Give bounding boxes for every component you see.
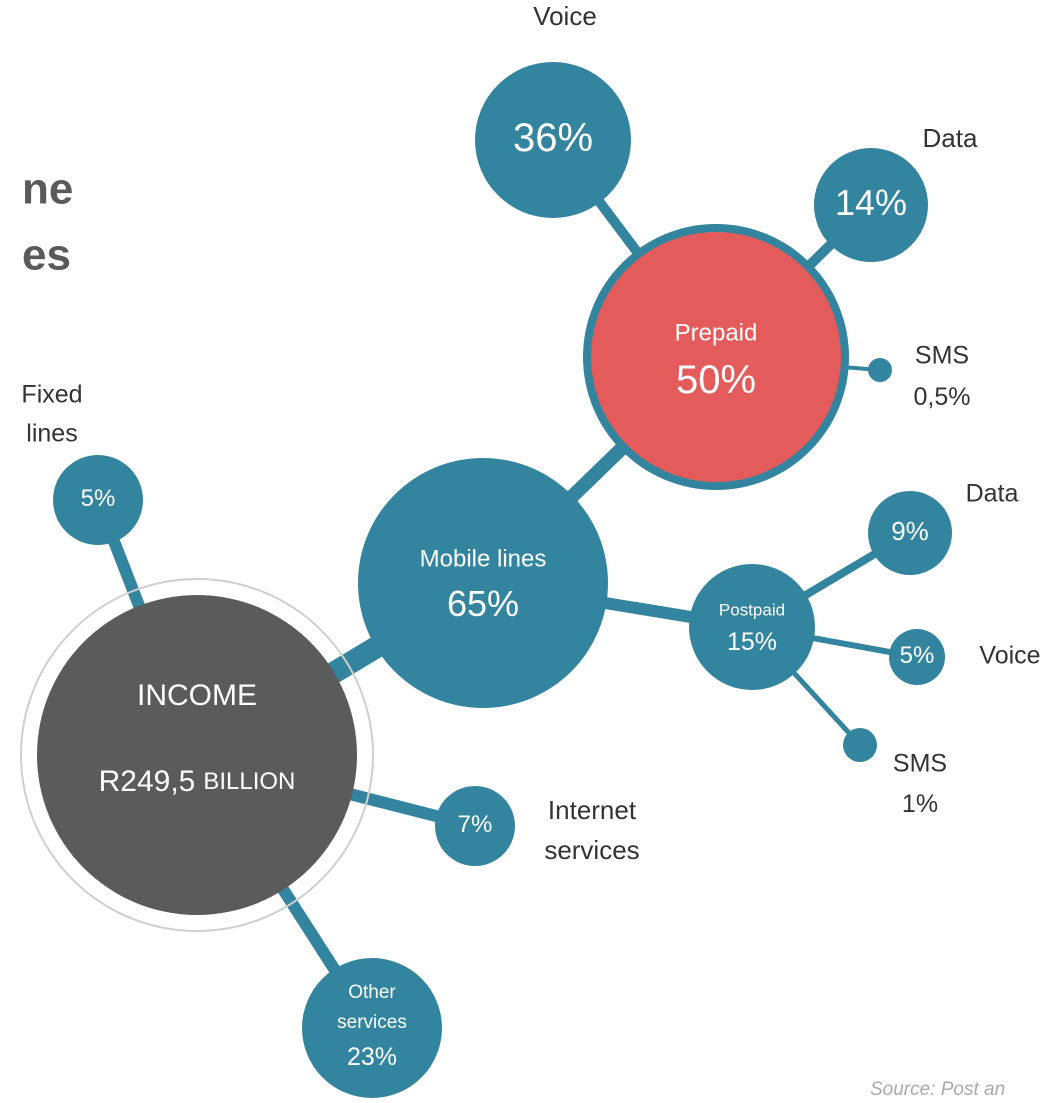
node-label: Voice xyxy=(533,1,597,31)
node xyxy=(475,62,631,218)
nodes: INCOME R249,5 BILLION Mobile lines 65% Prepai… xyxy=(21,1,1041,1098)
value-number: 9% xyxy=(891,516,929,546)
node xyxy=(868,491,952,575)
node-label: Voice xyxy=(979,642,1040,670)
node-label: services xyxy=(544,835,639,865)
node-label: Data xyxy=(966,480,1019,508)
node xyxy=(435,786,515,866)
node xyxy=(843,728,877,762)
node-value: 15% xyxy=(727,628,777,656)
title-fragment: es xyxy=(22,231,71,280)
node-label: Data xyxy=(923,123,978,153)
node-label: Prepaid xyxy=(675,319,758,346)
node-label: Mobile lines xyxy=(420,545,547,572)
value-number: 23% xyxy=(347,1043,397,1071)
value-number: 50% xyxy=(676,358,756,402)
value-number: 1% xyxy=(902,790,938,818)
node-value: 50% xyxy=(676,358,756,402)
node xyxy=(889,629,945,685)
title-fragment: ne xyxy=(22,165,73,214)
node-value: 9% xyxy=(891,516,929,546)
value-number: 0,5% xyxy=(914,383,971,411)
value-number: 15% xyxy=(727,628,777,656)
node-value: 23% xyxy=(347,1043,397,1071)
node-label: SMS xyxy=(915,342,969,370)
node-label: INCOME xyxy=(137,679,257,712)
source: Source: Post an xyxy=(870,1079,1005,1100)
node-value: R249,5 BILLION xyxy=(99,765,296,798)
node-value: 5% xyxy=(81,485,116,512)
value-number: 7% xyxy=(458,811,493,838)
value-number: 5% xyxy=(900,642,935,669)
node-value: 36% xyxy=(513,116,593,160)
value-number: 14% xyxy=(835,182,907,223)
value-number: 65% xyxy=(447,583,519,624)
node-value: 5% xyxy=(900,642,935,669)
value-unit: BILLION xyxy=(203,768,295,795)
node-label: services xyxy=(337,1012,407,1033)
node-label: SMS xyxy=(893,750,947,778)
node-label: Postpaid xyxy=(719,600,785,619)
node-value: 14% xyxy=(835,182,907,223)
node xyxy=(689,564,815,690)
node-value: 1% xyxy=(902,790,938,818)
node xyxy=(868,358,892,382)
value-number: 36% xyxy=(513,116,593,160)
node-label: Internet xyxy=(548,795,637,825)
node-value: 7% xyxy=(458,811,493,838)
node-label: Other xyxy=(348,982,396,1003)
node xyxy=(814,148,928,262)
node xyxy=(358,458,608,708)
node-value: 65% xyxy=(447,583,519,624)
value-number: 5% xyxy=(81,485,116,512)
node-label: lines xyxy=(26,420,77,448)
node xyxy=(37,595,357,915)
node xyxy=(591,232,841,482)
node-value: 0,5% xyxy=(914,383,971,411)
node-label: Fixed xyxy=(21,381,82,409)
node xyxy=(302,958,442,1098)
income-ring xyxy=(20,578,374,932)
value-number: R249,5 xyxy=(99,765,196,798)
node xyxy=(53,455,143,545)
